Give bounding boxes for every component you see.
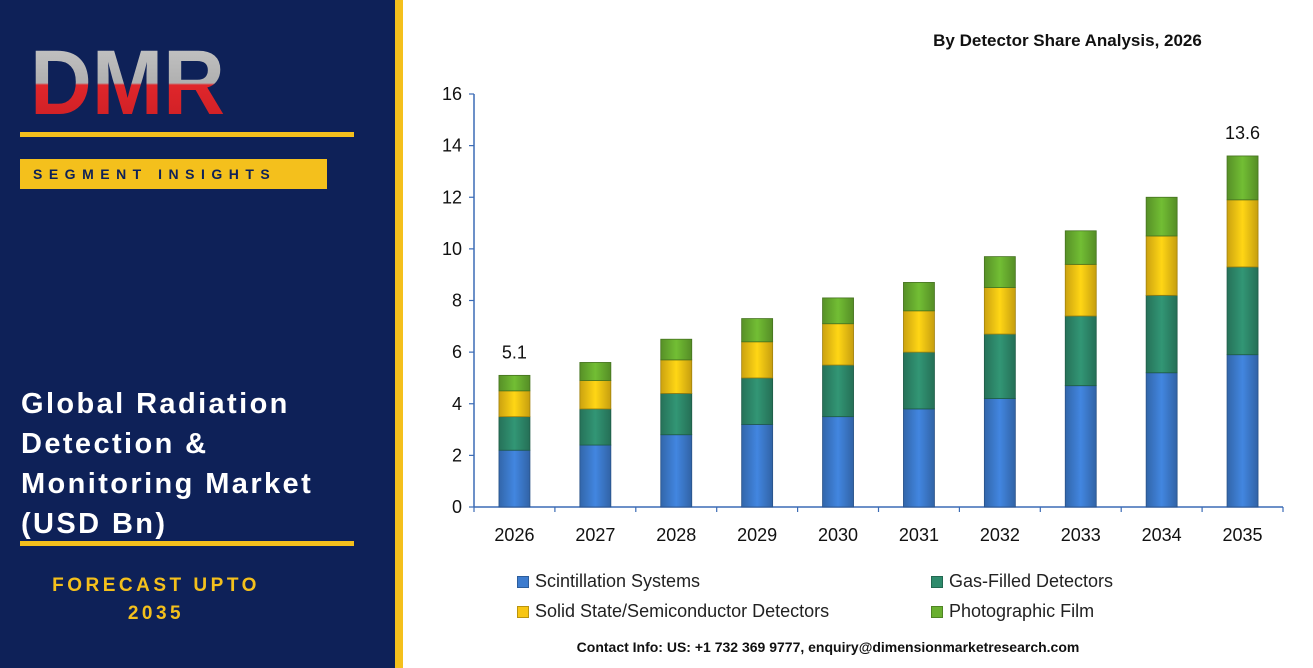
bar-segment [903, 282, 935, 312]
bar-segment [1226, 199, 1259, 268]
bar-segment [660, 393, 693, 436]
bar-segment [1064, 263, 1097, 317]
bar-segment [983, 287, 1016, 335]
legend-swatch-scintillation [517, 575, 529, 588]
y-axis: 0 2 4 6 8 10 12 14 16 [442, 84, 475, 517]
bar-segment [983, 398, 1016, 508]
bar-segment [741, 377, 774, 425]
legend-swatch-photographic-film [931, 605, 943, 618]
y-tick-label: 4 [452, 394, 462, 414]
y-tick-label: 10 [442, 239, 462, 259]
dmr-logo: DMR [30, 38, 225, 120]
bar-segment [498, 449, 531, 508]
bar-segment [1145, 235, 1178, 296]
legend-label: Scintillation Systems [535, 571, 701, 591]
market-title-line-3: Monitoring Market [21, 468, 314, 500]
bar-segment [983, 256, 1016, 288]
y-tick-label: 6 [452, 342, 462, 362]
market-title: Global Radiation Detection & Monitoring … [21, 384, 381, 544]
bar-segment [983, 333, 1016, 399]
x-tick-label: 2028 [656, 525, 696, 545]
x-tick-label: 2029 [737, 525, 777, 545]
y-tick-label: 2 [452, 445, 462, 465]
market-title-line-2: Detection & [21, 428, 209, 460]
x-tick-label: 2027 [575, 525, 615, 545]
legend-swatch-solid-state [517, 605, 529, 618]
bar-segment [822, 416, 854, 508]
bar-segment [741, 341, 774, 379]
bar-segment [660, 338, 693, 361]
gold-rule-bottom [20, 541, 354, 546]
x-tick-label: 2026 [494, 525, 534, 545]
forecast-line-2: 2035 [127, 603, 185, 624]
legend-label: Gas-Filled Detectors [949, 571, 1114, 591]
contact-info: Contact Info: US: +1 732 369 9777, enqui… [576, 639, 1080, 655]
chart-title: By Detector Share Analysis, 2026 [933, 31, 1202, 50]
segment-insights-badge: SEGMENT INSIGHTS [20, 159, 327, 189]
bar-segment [579, 380, 612, 410]
y-tick-label: 14 [442, 136, 462, 156]
bar-segment [660, 434, 693, 508]
x-tick-label: 2032 [980, 525, 1020, 545]
legend-label: Solid State/Semiconductor Detectors [535, 601, 830, 621]
gold-divider [395, 0, 403, 668]
bar-segment [1226, 155, 1259, 201]
bar-segment [1226, 266, 1259, 356]
bar-segment [498, 416, 531, 451]
x-tick-label: 2030 [818, 525, 858, 545]
left-panel: DMR SEGMENT INSIGHTS Global Radiation De… [0, 0, 395, 668]
market-title-line-4: (USD Bn) [21, 508, 168, 540]
bar-segment [1064, 315, 1097, 387]
y-tick-label: 8 [452, 291, 462, 311]
bar-segment [903, 351, 935, 410]
x-tick-label: 2034 [1142, 525, 1182, 545]
bar-segment [579, 408, 612, 446]
y-tick-label: 16 [442, 84, 462, 104]
bar-segment [822, 364, 854, 418]
total-label: 5.1 [502, 342, 527, 362]
bar-segment [822, 297, 854, 325]
bar-segment [579, 444, 612, 508]
bar-segment [498, 390, 531, 418]
bar-segment [1226, 354, 1259, 508]
gold-rule-top [20, 132, 354, 137]
bar-segment [1145, 372, 1178, 508]
market-title-line-1: Global Radiation [21, 388, 290, 420]
total-labels: 5.1 13.6 [502, 123, 1260, 362]
bar-segment [1064, 230, 1097, 265]
bar-segment [903, 310, 935, 353]
bar-segment [579, 362, 612, 381]
bar-segment [903, 408, 935, 508]
logo-letters: DMR [30, 38, 225, 120]
x-tick-label: 2035 [1223, 525, 1263, 545]
bar-segment [741, 423, 774, 508]
bar-segment [660, 359, 693, 394]
bar-segment [1145, 294, 1178, 374]
legend-swatch-gas-filled [931, 575, 943, 588]
legend-item-scintillation[interactable]: Scintillation Systems [517, 571, 700, 592]
bar-segment [1064, 385, 1097, 508]
forecast-line-1: FORECAST UPTO [52, 575, 260, 596]
bar-segment [1145, 196, 1178, 237]
bar-segment [822, 323, 854, 366]
legend-item-gas-filled[interactable]: Gas-Filled Detectors [931, 571, 1113, 592]
legend-item-photographic-film[interactable]: Photographic Film [931, 601, 1094, 622]
x-tick-label: 2033 [1061, 525, 1101, 545]
legend-item-solid-state[interactable]: Solid State/Semiconductor Detectors [517, 601, 829, 622]
bar-segment [498, 374, 531, 392]
bar-segment [741, 318, 774, 343]
x-tick-label: 2031 [899, 525, 939, 545]
legend-label: Photographic Film [949, 601, 1095, 621]
forecast-label: FORECAST UPTO 2035 [20, 572, 292, 628]
total-label: 13.6 [1225, 123, 1260, 143]
bars [498, 155, 1259, 508]
x-axis: 2026 2027 2028 2029 2030 2031 2032 2033 2034 2035 [473, 506, 1284, 545]
y-tick-label: 12 [442, 187, 462, 207]
y-tick-label: 0 [452, 497, 462, 517]
